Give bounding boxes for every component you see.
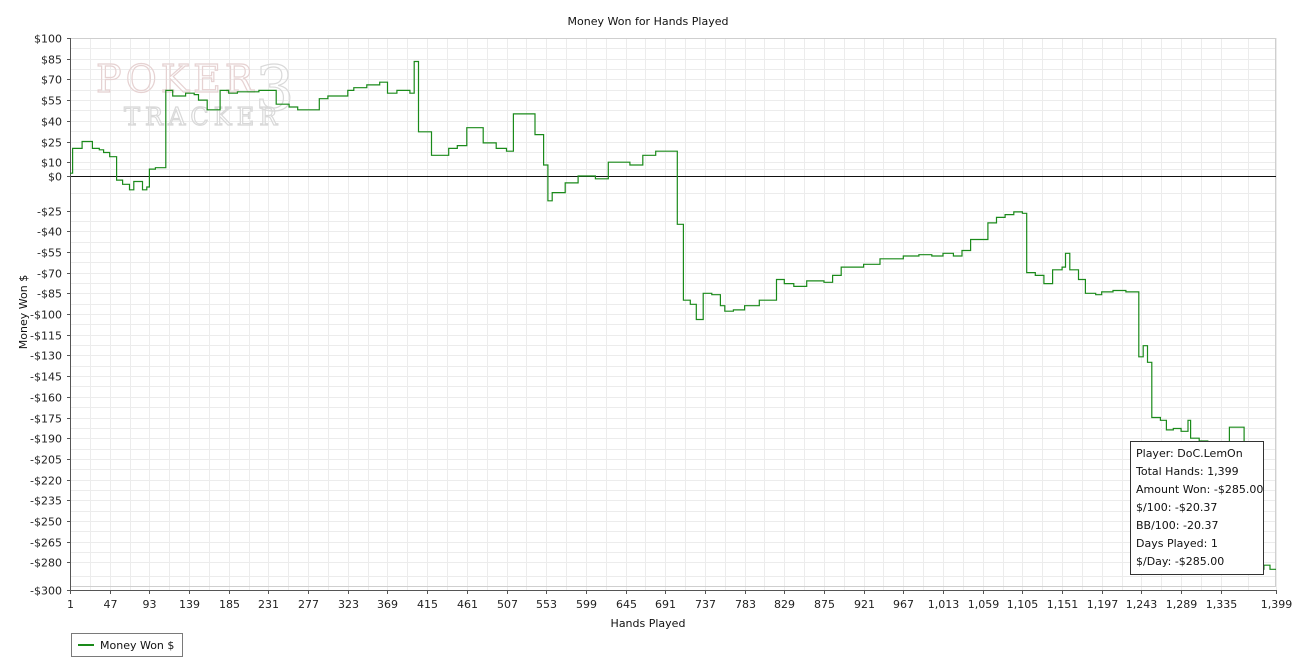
x-axis: 1 47 93 139 185 231 277 323 369 415 461 507 553 599 64… (67, 590, 1292, 611)
x-tick-label: 783 (735, 598, 756, 611)
x-tick-label: 599 (576, 598, 597, 611)
x-tick-label: 1,289 (1166, 598, 1198, 611)
x-tick-label: 921 (854, 598, 875, 611)
x-tick-label: 415 (417, 598, 438, 611)
x-tick-label: 93 (143, 598, 157, 611)
y-tick-label: $40 (41, 116, 62, 129)
y-tick-label: -$265 (30, 537, 62, 550)
y-tick-label: -$300 (30, 585, 62, 598)
x-tick-label: 553 (536, 598, 557, 611)
y-tick-label: $25 (41, 137, 62, 150)
y-tick-label: -$205 (30, 454, 62, 467)
legend: Money Won $ (71, 633, 184, 657)
x-tick-label: 1 (67, 598, 74, 611)
x-tick-label: 691 (655, 598, 676, 611)
y-tick-label: $10 (41, 157, 62, 170)
x-tick-label: 277 (298, 598, 319, 611)
y-tick-label: -$280 (30, 557, 62, 570)
chart-title: Money Won for Hands Played (568, 15, 729, 28)
pokertracker-watermark-logo: POKER TRACKER 3 (95, 51, 299, 131)
y-tick-label: -$25 (37, 206, 62, 219)
watermark-mark: 3 (255, 52, 299, 125)
stat-bb-per-100: BB/100: -20.37 (1136, 519, 1219, 532)
legend-label: Money Won $ (100, 638, 175, 652)
y-tick-label: $100 (34, 33, 62, 46)
x-tick-label: 47 (104, 598, 118, 611)
y-tick-label: -$250 (30, 516, 62, 529)
x-tick-label: 1,013 (928, 598, 960, 611)
x-tick-label: 507 (497, 598, 518, 611)
y-axis-title: Money Won $ (17, 275, 30, 349)
y-tick-label: $55 (41, 95, 62, 108)
stat-player: Player: DoC.LemOn (1136, 447, 1243, 460)
x-tick-label: 461 (457, 598, 478, 611)
x-tick-label: 737 (695, 598, 716, 611)
stat-per-day: $/Day: -$285.00 (1136, 555, 1225, 568)
y-tick-label: $70 (41, 74, 62, 87)
y-tick-label: $85 (41, 54, 62, 67)
y-tick-label: $0 (48, 171, 62, 184)
x-tick-label: 231 (258, 598, 279, 611)
x-tick-label: 1,151 (1047, 598, 1079, 611)
x-tick-label: 323 (338, 598, 359, 611)
stat-amount-won: Amount Won: -$285.00 (1136, 483, 1264, 496)
y-axis: $100 $85 $70 $55 $40 $25 $10$0 -$25 -$40 -$55 -$70… (30, 33, 70, 598)
x-tick-label: 875 (814, 598, 835, 611)
y-tick-label: -$160 (30, 392, 62, 405)
y-tick-label: -$55 (37, 247, 62, 260)
x-tick-label: 1,197 (1087, 598, 1119, 611)
x-tick-label: 1,243 (1126, 598, 1158, 611)
y-tick-label: -$145 (30, 371, 62, 384)
y-tick-label: -$235 (30, 495, 62, 508)
watermark-line2: TRACKER (124, 103, 282, 131)
x-tick-label: 1,399 (1261, 598, 1293, 611)
x-tick-label: 829 (774, 598, 795, 611)
x-tick-label: 645 (616, 598, 637, 611)
watermark-line1: POKER (96, 57, 257, 101)
stat-days-played: Days Played: 1 (1136, 537, 1218, 550)
x-tick-label: 1,105 (1007, 598, 1039, 611)
y-tick-label: -$190 (30, 433, 62, 446)
y-tick-label: -$220 (30, 475, 62, 488)
x-tick-label: 1,335 (1206, 598, 1238, 611)
y-tick-label: -$115 (30, 330, 62, 343)
stats-tooltip: Player: DoC.LemOn Total Hands: 1,399 Amo… (1130, 441, 1264, 575)
y-tick-label: -$100 (30, 309, 62, 322)
y-tick-label: -$40 (37, 226, 62, 239)
stat-per-100: $/100: -$20.37 (1136, 501, 1218, 514)
y-tick-label: -$85 (37, 288, 62, 301)
x-tick-label: 967 (893, 598, 914, 611)
y-tick-label: -$175 (30, 413, 62, 426)
x-tick-label: 1,059 (968, 598, 1000, 611)
grid (70, 38, 1277, 591)
x-tick-label: 139 (179, 598, 200, 611)
y-tick-label: -$70 (37, 268, 62, 281)
x-axis-title: Hands Played (611, 617, 686, 630)
series-layer (70, 60, 1276, 570)
stat-total-hands: Total Hands: 1,399 (1136, 465, 1239, 478)
legend-swatch (78, 644, 94, 646)
series-line-money-won (70, 60, 1276, 570)
y-tick-label: -$130 (30, 350, 62, 363)
x-tick-label: 369 (377, 598, 398, 611)
x-tick-label: 185 (219, 598, 240, 611)
